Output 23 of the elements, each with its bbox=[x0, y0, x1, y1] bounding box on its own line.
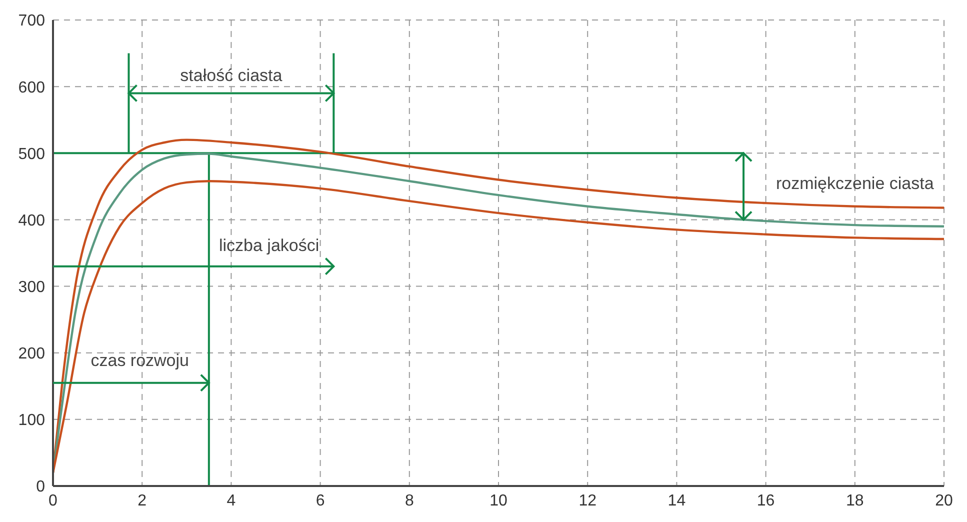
x-tick-label: 20 bbox=[935, 492, 953, 510]
x-tick-label: 2 bbox=[138, 492, 147, 510]
x-tick-label: 12 bbox=[578, 492, 597, 510]
y-tick-label: 100 bbox=[18, 412, 46, 430]
x-tick-label: 10 bbox=[490, 492, 508, 510]
annotation: liczba jakości bbox=[218, 236, 320, 255]
x-tick-label: 4 bbox=[226, 492, 236, 510]
x-tick-label: 18 bbox=[846, 492, 864, 510]
y-tick-label: 0 bbox=[36, 478, 46, 496]
y-tick-label: 700 bbox=[18, 12, 46, 30]
annotation: stałość ciasta bbox=[180, 66, 283, 86]
y-tick-label: 400 bbox=[18, 212, 46, 230]
x-tick-label: 16 bbox=[756, 492, 775, 510]
y-tick-label: 500 bbox=[18, 146, 46, 163]
x-tick-label: 8 bbox=[404, 492, 414, 510]
annotation: czas rozwoju bbox=[90, 350, 190, 370]
y-tick-label: 300 bbox=[18, 278, 46, 296]
y-tick-label: 600 bbox=[18, 79, 46, 96]
x-tick-label: 14 bbox=[668, 492, 686, 510]
y-tick-label: 200 bbox=[18, 346, 46, 363]
x-tick-label: 6 bbox=[316, 492, 325, 510]
x-tick-label: 0 bbox=[48, 492, 58, 510]
annotation: rozmiękczenie ciasta bbox=[776, 174, 934, 193]
